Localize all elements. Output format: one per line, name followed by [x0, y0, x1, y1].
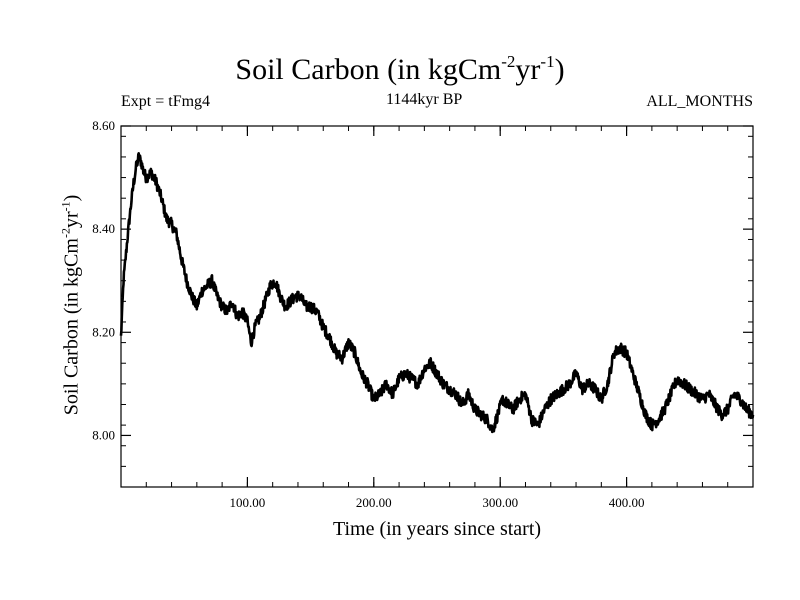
period-label: 1144kyr BP — [386, 91, 463, 108]
series-line-soil-carbon — [119, 152, 755, 434]
x-tick-label: 100.00 — [230, 495, 266, 510]
tick-layer: 100.00 200.00 300.00 400.00 8.00 8.20 8.40 8.60 — [92, 118, 753, 510]
y-tick-label: 8.40 — [92, 221, 115, 236]
series-layer — [119, 152, 755, 434]
chart-title: Soil Carbon (in kgCm-2yr-1) — [235, 52, 565, 86]
y-axis-label: Soil Carbon (in kgCm-2yr-1) — [58, 194, 83, 416]
y-tick-label: 8.60 — [92, 118, 115, 133]
months-label: ALL_MONTHS — [646, 93, 753, 110]
plot-frame — [120, 125, 754, 488]
x-tick-label: 200.00 — [356, 495, 392, 510]
x-tick-label: 400.00 — [609, 495, 645, 510]
x-tick-label: 300.00 — [482, 495, 518, 510]
x-axis-label: Time (in years since start) — [332, 518, 542, 540]
y-tick-label: 8.00 — [92, 427, 115, 442]
y-tick-label: 8.20 — [92, 324, 115, 339]
experiment-label: Expt = tFmg4 — [121, 93, 211, 110]
